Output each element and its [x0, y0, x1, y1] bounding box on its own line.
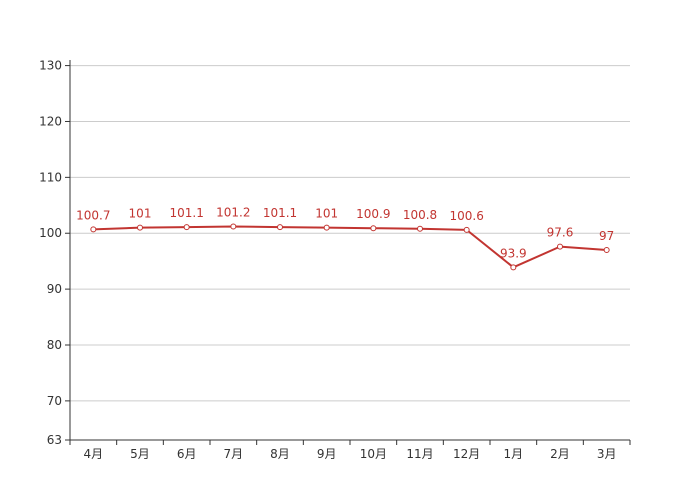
data-label: 101: [129, 207, 152, 221]
data-point: [137, 224, 143, 231]
data-label: 93.9: [500, 246, 527, 260]
data-label: 101.1: [169, 206, 203, 220]
data-label: 100.7: [76, 208, 110, 222]
data-label: 100.9: [356, 207, 390, 221]
x-tick-label: 10月: [360, 447, 387, 461]
y-tick-label: 130: [39, 59, 62, 73]
data-label: 97.6: [547, 226, 574, 240]
x-tick-label: 1月: [504, 447, 524, 461]
data-label: 101: [315, 207, 338, 221]
data-point: [277, 224, 283, 231]
grid-lines: [70, 65, 630, 402]
data-label: 101.2: [216, 206, 250, 220]
series-line: [93, 225, 607, 269]
data-point: [183, 224, 190, 231]
data-point: [230, 223, 237, 230]
x-tick-label: 6月: [177, 447, 197, 461]
y-tick-label: 90: [47, 282, 62, 296]
data-point: [603, 247, 610, 253]
data-point: [463, 226, 470, 233]
data-label: 97: [599, 229, 614, 243]
data-label: 101.1: [263, 206, 297, 220]
x-tick-label: 4月: [84, 447, 104, 461]
data-point: [323, 224, 330, 231]
data-point: [510, 264, 517, 271]
x-tick-label: 12月: [453, 447, 480, 461]
axes: 63 70 80 90 100 110 120 130 4月 5月 6月 7月 8月 9月 10月 11月 12…: [39, 59, 631, 461]
y-tick-label: 70: [47, 394, 62, 408]
x-tick-label: 9月: [317, 447, 337, 461]
x-tick-label: 7月: [224, 447, 244, 461]
data-point: [90, 226, 97, 233]
data-point: [417, 225, 423, 232]
y-tick-label: 110: [39, 170, 62, 184]
data-labels: 100.7 101 101.1 101.2 101.1 101 100.9 100.8 100.…: [76, 206, 614, 261]
y-tick-label: 100: [39, 226, 62, 240]
x-tick-label: 5月: [130, 447, 150, 461]
data-point: [370, 225, 377, 232]
y-tick-label: 80: [47, 338, 62, 352]
data-label: 100.6: [449, 209, 483, 223]
data-point: [557, 243, 563, 250]
y-tick-label: 120: [39, 114, 62, 128]
data-label: 100.8: [403, 208, 437, 222]
x-tick-label: 8月: [270, 447, 290, 461]
x-tick-label: 2月: [550, 447, 570, 461]
y-tick-label: 63: [47, 433, 62, 447]
x-tick-label: 3月: [597, 447, 617, 461]
series: [90, 223, 610, 271]
x-tick-label: 11月: [406, 447, 433, 461]
